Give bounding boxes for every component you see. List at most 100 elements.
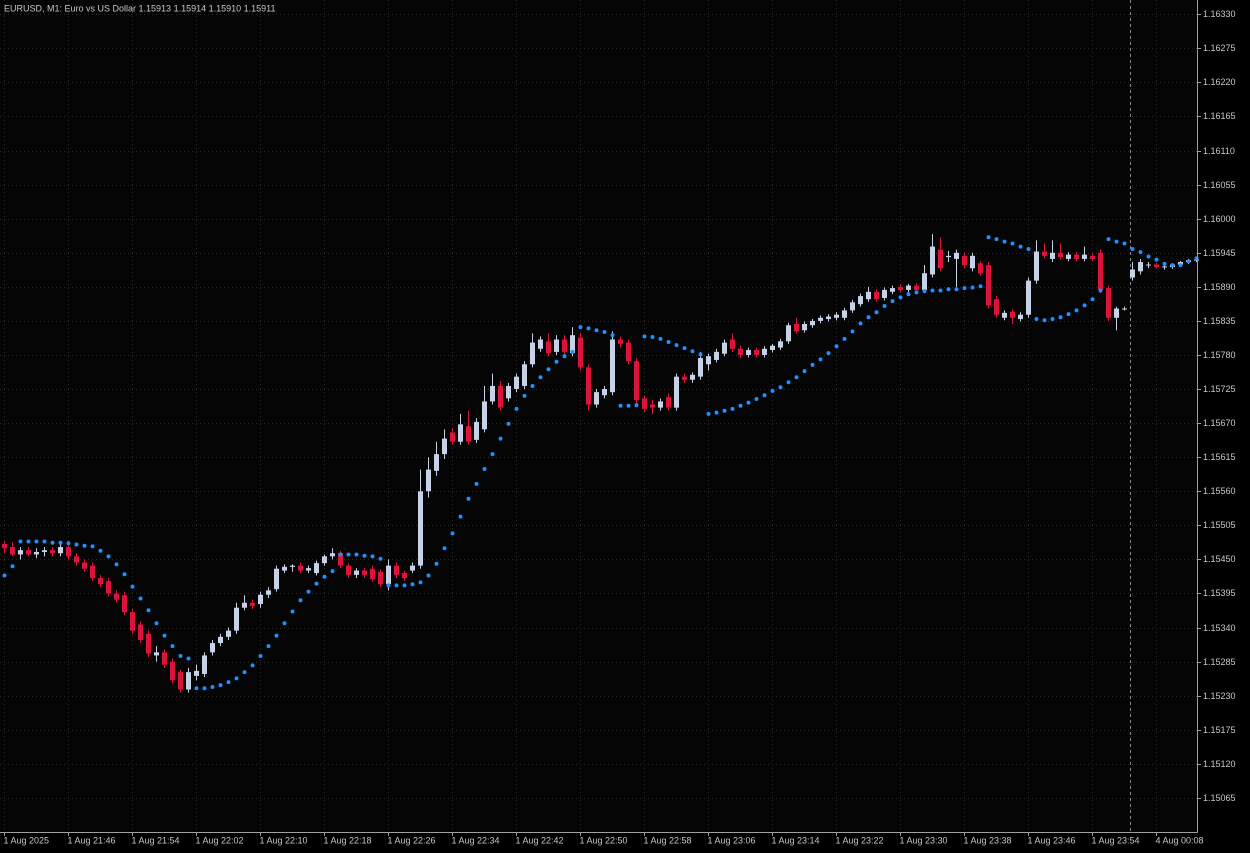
sar-dot [810,362,815,367]
sar-dot [778,385,783,390]
sar-dot [906,292,911,297]
candle-body [178,672,183,690]
candle-body [1106,288,1111,318]
sar-dot [98,548,103,553]
y-tick-label: 1.16275 [1203,43,1236,53]
sar-dot [1098,288,1103,293]
sar-dot [546,367,551,372]
candle-body [1098,252,1103,290]
sar-dot [386,583,391,588]
candle-body [10,547,15,555]
candle-body [610,339,615,393]
candle-body [874,291,879,300]
candle-body [114,593,119,600]
sar-dot [1130,247,1135,252]
sar-dot [450,531,455,536]
sar-dot [442,546,447,551]
axes: 1.16330 1.16275 1.16220 1.16165 1.16110 1.160… [4,9,1236,846]
x-tick-label: 1 Aug 2025 [4,835,50,845]
sar-dot [1090,297,1095,302]
candle-body [666,397,671,408]
candle-body [770,345,775,351]
candle-body [642,398,647,409]
sar-dot [946,287,951,292]
sar-dot [978,284,983,289]
sar-dot [666,339,671,344]
candle-body [1010,311,1015,318]
sar-dot [674,343,679,348]
sar-dot [1050,317,1055,322]
sar-dot [34,539,39,544]
sar-dot [1178,263,1183,268]
x-tick-label: 1 Aug 22:34 [452,835,500,845]
sar-dot [1122,241,1127,246]
candle-body [1002,312,1007,318]
sar-dot [786,380,791,385]
candle-body [586,367,591,405]
candle-body [394,565,399,575]
sar-dot [930,288,935,293]
sar-dot [330,569,335,574]
candle-body [82,562,87,569]
sar-dot [634,403,639,408]
sar-dot [266,644,271,649]
sar-dot [1106,237,1111,242]
candle-body [386,565,391,585]
candle-body [930,246,935,275]
sar-dot [242,670,247,675]
candle-body [290,565,295,567]
sar-dot [842,336,847,341]
candle-body [850,302,855,311]
candle-body [914,285,919,290]
candle-body [90,565,95,579]
candle-body [434,454,439,471]
candle-body [570,335,575,354]
y-tick-label: 1.16330 [1203,9,1236,19]
y-tick-label: 1.15890 [1203,282,1236,292]
candle-body [626,342,631,362]
candle-body [34,551,39,555]
y-tick-label: 1.15340 [1203,623,1236,633]
candle-body [954,252,959,259]
sar-dot [618,403,623,408]
sar-dot [866,315,871,320]
sar-dot [602,330,607,335]
candle-body [346,565,351,575]
sar-dot [1034,317,1039,322]
sar-dot [58,540,63,545]
candle-body [402,573,407,579]
candle-body [650,404,655,408]
candle-body [938,249,943,269]
sar-dot [298,598,303,603]
candle-body [162,652,167,665]
sar-dot [922,289,927,294]
sar-dot [1058,315,1063,320]
x-tick-label: 1 Aug 23:14 [772,835,820,845]
sar-dot [490,452,495,457]
candle-body [266,590,271,595]
sar-dot [562,354,567,359]
y-tick-label: 1.15615 [1203,452,1236,462]
candle-body [154,652,159,656]
sar-dot [594,328,599,333]
candle-body [1138,262,1143,272]
y-tick-label: 1.16110 [1203,146,1235,156]
sar-dot [802,369,807,374]
sar-dot [818,357,823,362]
sar-dot [90,544,95,549]
sar-dot [114,562,119,567]
candle-body [754,350,759,355]
candle-body [146,633,151,654]
x-tick-label: 1 Aug 21:54 [132,835,180,845]
sar-dot [1026,247,1031,252]
sar-dot [178,654,183,659]
y-tick-label: 1.15505 [1203,520,1236,530]
sar-dot [106,554,111,559]
sar-dot [970,285,975,290]
y-tick-label: 1.15670 [1203,418,1236,428]
candle-body [1018,314,1023,320]
marks [2,234,1199,693]
candle-body [466,426,471,442]
candle-body [1162,266,1167,268]
